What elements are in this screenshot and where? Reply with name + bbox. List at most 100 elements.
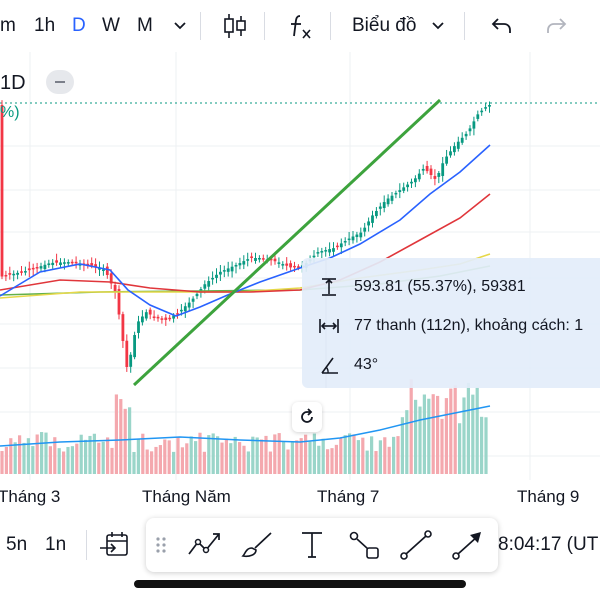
candle-body [246, 259, 250, 261]
candle-body [59, 262, 62, 265]
range-1n-button[interactable]: 1n [45, 534, 67, 555]
candle-body [90, 263, 94, 266]
volume-bar [418, 406, 422, 474]
calendar-arrow-icon[interactable] [98, 530, 130, 560]
redo-icon[interactable] [544, 14, 568, 38]
candle-body [269, 258, 273, 261]
candle-body [359, 232, 363, 238]
interval-m[interactable]: m [0, 15, 16, 36]
candle-body [43, 264, 47, 270]
volume-bar [260, 439, 264, 474]
candle-body [293, 265, 296, 268]
undo-icon[interactable] [490, 14, 514, 38]
bars-range-text: 77 thanh (112n), khoảng cách: 1 [354, 317, 584, 334]
volume-bar [251, 436, 255, 474]
candle-body [320, 251, 324, 253]
volume-bar [62, 451, 66, 474]
volume-bar [163, 439, 167, 474]
volume-bar [449, 388, 453, 474]
candle-body [238, 263, 242, 266]
candle-body [472, 121, 476, 129]
volume-bar [44, 432, 48, 474]
text-icon[interactable] [294, 528, 330, 562]
interval-m-month[interactable]: M [137, 15, 153, 36]
volume-bar [4, 446, 8, 474]
volume-bar [431, 394, 435, 474]
interval-d[interactable]: D [72, 15, 86, 36]
candle-body [105, 266, 109, 276]
candle-body [261, 258, 265, 260]
symbol-interval: 1D [0, 72, 26, 94]
volume-bar [136, 438, 140, 474]
candle-body [382, 202, 386, 209]
candle-body [332, 248, 335, 252]
volume-bar [339, 438, 343, 474]
interval-1h[interactable]: 1h [34, 15, 56, 36]
candle-body [402, 187, 406, 191]
range-5n-button[interactable]: 5n [6, 534, 28, 555]
volume-bar [207, 435, 211, 474]
volume-bar [123, 408, 127, 474]
toolbar-divider [200, 12, 201, 40]
volume-bar [79, 434, 83, 474]
arrow-icon[interactable] [450, 528, 486, 562]
line-icon[interactable] [398, 528, 434, 562]
candle-body [4, 274, 8, 277]
volume-bar [106, 437, 110, 474]
volume-bar [484, 417, 488, 474]
volume-bar [299, 438, 303, 474]
volume-bar [198, 432, 202, 474]
candle-body [421, 168, 425, 171]
x-axis-label: Tháng 3 [0, 487, 61, 506]
candle-body [187, 302, 191, 308]
candles-icon[interactable] [222, 12, 248, 40]
shapes-icon[interactable] [346, 528, 382, 562]
volume-bar [229, 443, 233, 474]
candle-body [183, 306, 187, 312]
chevron-down-icon[interactable] [172, 18, 188, 34]
volume-bar [273, 434, 277, 474]
candle-body [375, 210, 378, 217]
minus-icon[interactable] [46, 70, 74, 94]
volume-bar [480, 416, 484, 474]
candle-body [254, 258, 257, 261]
trend-line[interactable] [132, 98, 442, 387]
brush-icon[interactable] [240, 528, 276, 562]
fx-icon[interactable] [286, 12, 314, 40]
volume-bar [242, 445, 246, 474]
volume-bar [374, 451, 378, 474]
volume-bar [167, 440, 171, 474]
candle-body [464, 133, 468, 137]
volume-bar [70, 446, 74, 474]
candle-body [371, 215, 374, 223]
candle-body [480, 110, 484, 113]
price-chart[interactable] [0, 52, 600, 480]
volume-bar [18, 435, 22, 474]
volume-bar [396, 436, 400, 474]
candle-body [258, 258, 261, 260]
candle-body [31, 267, 35, 270]
candle-body [156, 316, 160, 319]
volume-bar [317, 445, 321, 474]
volume-bar [92, 433, 96, 474]
candle-body [460, 137, 464, 143]
candle-body [234, 265, 238, 267]
reset-view-button[interactable] [292, 402, 322, 432]
candle-body [273, 258, 277, 262]
toolbar-divider [264, 12, 265, 40]
candle-body [456, 141, 460, 149]
grip-icon[interactable] [152, 528, 170, 562]
layout-menu-label[interactable]: Biểu đồ [352, 15, 417, 36]
volume-bar [141, 433, 145, 474]
volume-bar [180, 447, 184, 474]
candle-body [449, 151, 452, 156]
chevron-down-icon[interactable] [430, 18, 446, 34]
bars-range-icon [319, 319, 339, 333]
candle-body [172, 315, 175, 319]
volume-bar [35, 434, 39, 474]
trend-lines-icon[interactable] [186, 528, 222, 562]
interval-w[interactable]: W [102, 15, 120, 36]
candle-body [195, 293, 199, 297]
candle-body [468, 128, 472, 132]
x-axis-label: Tháng Năm [142, 487, 231, 506]
